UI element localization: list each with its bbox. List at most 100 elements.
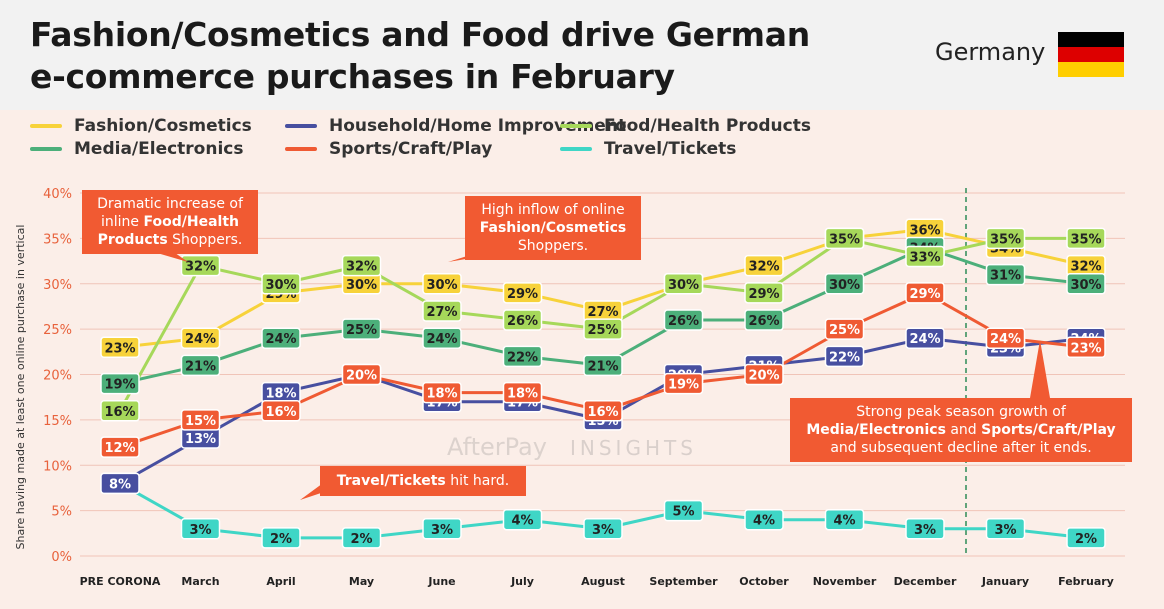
y-axis-label: Share having made at least one online pu… bbox=[14, 225, 27, 550]
data-label-text: 2% bbox=[270, 532, 292, 547]
x-tick-label: August bbox=[581, 575, 625, 588]
y-tick-label: 0% bbox=[51, 550, 72, 565]
data-label: 24% bbox=[180, 327, 221, 349]
data-label: 22% bbox=[824, 345, 865, 368]
data-label-text: 24% bbox=[265, 332, 296, 347]
legend-swatch bbox=[285, 147, 317, 151]
data-label: 30% bbox=[663, 273, 704, 295]
y-tick-label: 5% bbox=[51, 505, 72, 520]
data-label: 30% bbox=[422, 273, 462, 295]
data-label-box bbox=[180, 409, 221, 431]
data-label-box bbox=[1066, 273, 1106, 295]
data-label-box bbox=[985, 263, 1026, 286]
data-label: 25% bbox=[341, 318, 382, 340]
data-label: 32% bbox=[1066, 254, 1106, 277]
data-label-text: 20% bbox=[748, 369, 779, 384]
data-label-box bbox=[422, 300, 462, 322]
data-label: 19% bbox=[663, 372, 704, 395]
data-label-box bbox=[583, 318, 623, 340]
y-tick-label: 20% bbox=[43, 369, 72, 384]
data-label-box bbox=[341, 527, 382, 549]
legend-label: Food/Health Products bbox=[604, 116, 811, 136]
data-label: 26% bbox=[502, 309, 543, 331]
data-label-text: 18% bbox=[507, 387, 538, 402]
data-label-text: 24% bbox=[990, 332, 1021, 347]
data-label-text: 26% bbox=[507, 314, 538, 329]
data-label-text: 25% bbox=[346, 323, 377, 338]
data-label-text: 24% bbox=[426, 332, 457, 347]
data-label-text: 2% bbox=[1075, 532, 1097, 547]
flag-stripe bbox=[1058, 32, 1124, 47]
data-label: 3% bbox=[905, 518, 945, 540]
data-label-text: 30% bbox=[426, 278, 457, 293]
data-label-box bbox=[583, 354, 623, 377]
data-label: 26% bbox=[744, 309, 784, 331]
country-label: Germany bbox=[935, 38, 1046, 66]
data-label: 32% bbox=[744, 254, 784, 277]
data-label-box bbox=[663, 309, 704, 331]
data-label-box bbox=[905, 245, 945, 268]
watermark-brand: AfterPay bbox=[447, 433, 547, 461]
data-label-box bbox=[985, 227, 1026, 250]
data-label-text: 31% bbox=[990, 269, 1021, 284]
data-label-text: 32% bbox=[748, 260, 779, 275]
data-label: 25% bbox=[824, 318, 865, 340]
data-label-text: 35% bbox=[1070, 232, 1101, 247]
data-label-box bbox=[583, 400, 623, 422]
data-label-text: 4% bbox=[833, 514, 855, 529]
data-label: 25% bbox=[583, 318, 623, 340]
data-label-text: 23% bbox=[1070, 341, 1101, 356]
data-label-text: 2% bbox=[350, 532, 372, 547]
data-label-text: 23% bbox=[104, 341, 135, 356]
data-label: 24% bbox=[261, 327, 301, 349]
data-label-text: 27% bbox=[426, 305, 457, 320]
data-label-box bbox=[502, 309, 543, 331]
y-tick-label: 25% bbox=[43, 323, 72, 338]
y-tick-label: 40% bbox=[43, 187, 72, 202]
data-label-box bbox=[502, 508, 543, 531]
data-label-text: 32% bbox=[1070, 260, 1101, 275]
data-label: 4% bbox=[744, 508, 784, 531]
data-label-text: 13% bbox=[185, 432, 216, 447]
data-label-text: 22% bbox=[829, 350, 860, 365]
data-label-box bbox=[663, 499, 704, 522]
data-label: 30% bbox=[1066, 273, 1106, 295]
data-label-box bbox=[905, 282, 945, 304]
data-label-text: 21% bbox=[587, 359, 618, 374]
data-label: 2% bbox=[261, 527, 301, 549]
data-label: 35% bbox=[1066, 227, 1106, 250]
data-label: 27% bbox=[422, 300, 462, 322]
legend-item: Food/Health Products bbox=[560, 116, 811, 136]
legend-label: Fashion/Cosmetics bbox=[74, 116, 252, 136]
data-label-text: 26% bbox=[748, 314, 779, 329]
x-tick-label: June bbox=[427, 575, 455, 588]
y-tick-label: 30% bbox=[43, 278, 72, 293]
data-label: 15% bbox=[180, 409, 221, 431]
data-label-box bbox=[100, 472, 140, 495]
data-label-box bbox=[341, 254, 382, 277]
data-label-text: 19% bbox=[668, 378, 699, 393]
legend-label: Media/Electronics bbox=[74, 139, 244, 159]
data-label-text: 25% bbox=[587, 323, 618, 338]
data-label-box bbox=[261, 400, 301, 422]
data-label-text: 16% bbox=[265, 405, 296, 420]
y-tick-label: 10% bbox=[43, 459, 72, 474]
data-label-text: 32% bbox=[346, 260, 377, 275]
data-label-box bbox=[744, 282, 784, 304]
data-label: 27% bbox=[583, 300, 623, 322]
data-label-text: 32% bbox=[185, 260, 216, 275]
data-label-box bbox=[1066, 227, 1106, 250]
data-label-text: 29% bbox=[909, 287, 940, 302]
data-label-box bbox=[744, 309, 784, 331]
data-label-text: 30% bbox=[1070, 278, 1101, 293]
flag-stripe bbox=[1058, 47, 1124, 62]
data-label-text: 24% bbox=[185, 332, 216, 347]
y-tick-label: 15% bbox=[43, 414, 72, 429]
flag-stripe bbox=[1058, 62, 1124, 77]
x-tick-label: December bbox=[894, 575, 957, 588]
data-label-box bbox=[744, 508, 784, 531]
watermark: AfterPay INSIGHTS bbox=[447, 433, 693, 461]
data-label: 21% bbox=[180, 354, 221, 377]
legend: Fashion/Cosmetics Media/Electronics Househ… bbox=[0, 116, 1164, 176]
data-label-box bbox=[341, 363, 382, 386]
